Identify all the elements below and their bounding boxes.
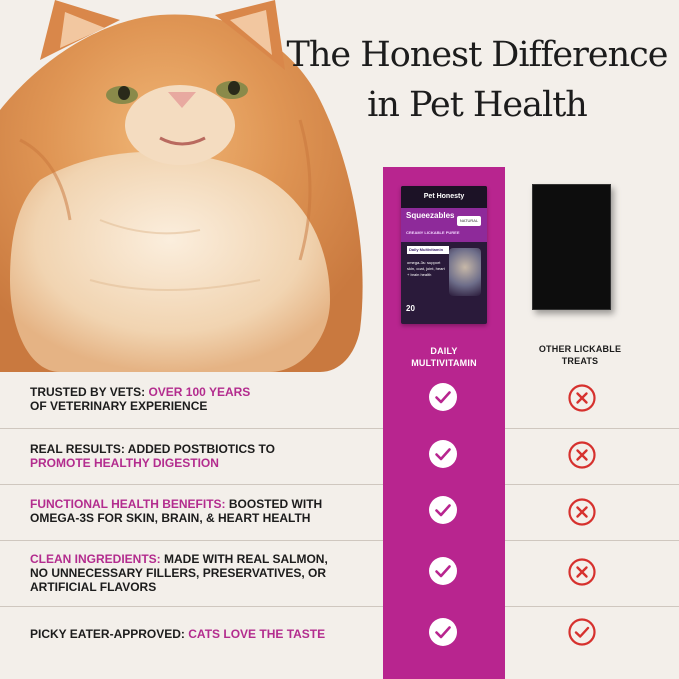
- row-2-text: REAL RESULTS: ADDED POSTBIOTICS TO PROMO…: [30, 442, 375, 470]
- row-divider: [0, 606, 383, 607]
- row-1-text: TRUSTED BY VETS: OVER 100 YEARS OF VETER…: [30, 385, 375, 413]
- row-4-text: CLEAN INGREDIENTS: MADE WITH REAL SALMON…: [30, 552, 330, 594]
- row-2-lead: REAL RESULTS: ADDED POSTBIOTICS TO: [30, 442, 275, 456]
- row-divider: [505, 428, 679, 429]
- row-1-tail: OF VETERINARY EXPERIENCE: [30, 399, 208, 413]
- row-divider: [505, 606, 679, 607]
- check-circle-icon: [428, 439, 458, 469]
- package-badge: NATURAL: [457, 216, 481, 226]
- other-column-label: OTHER LICKABLE TREATS: [520, 343, 640, 367]
- package-benefits: omega-3s: support skin, coat, joint, hea…: [407, 260, 445, 277]
- x-circle-icon: [567, 383, 597, 413]
- check-circle-icon: [428, 382, 458, 412]
- package-name: Squeezables: [406, 211, 455, 220]
- row-5-text: PICKY EATER-APPROVED: CATS LOVE THE TAST…: [30, 627, 375, 641]
- row-5-highlight: CATS LOVE THE TASTE: [188, 627, 326, 641]
- row-1-lead: TRUSTED BY VETS:: [30, 385, 149, 399]
- package-brand: Pet Honesty: [401, 186, 487, 208]
- row-1-highlight: OVER 100 YEARS: [148, 385, 251, 399]
- row-divider: [505, 540, 679, 541]
- page-heading: The Honest Difference in Pet Health: [282, 30, 672, 130]
- check-circle-icon: [428, 556, 458, 586]
- package-label: Daily Multivitamin: [407, 246, 449, 254]
- row-divider: [0, 540, 383, 541]
- package-cat-photo: [449, 248, 481, 296]
- brand-label-line-2: MULTIVITAMIN: [411, 358, 477, 368]
- cat-photo: [0, 0, 363, 372]
- check-circle-icon: [428, 495, 458, 525]
- other-treats-box: [532, 184, 611, 310]
- package-count: 20: [406, 304, 415, 313]
- row-3-text: FUNCTIONAL HEALTH BENEFITS: BOOSTED WITH…: [30, 497, 375, 525]
- row-divider: [0, 428, 383, 429]
- check-circle-outline-icon: [567, 617, 597, 647]
- other-label-line-1: OTHER LICKABLE: [538, 344, 622, 354]
- row-4-lead: MADE WITH REAL: [160, 552, 270, 566]
- row-divider: [505, 484, 679, 485]
- package-subtitle: CREAMY LICKABLE PUREE: [406, 230, 460, 235]
- row-divider: [0, 484, 383, 485]
- row-4-tail: SALMON, NO UNNECESSARY FILLERS, PRESERVA…: [30, 552, 328, 594]
- product-package: Pet Honesty Squeezables CREAMY LICKABLE …: [401, 186, 487, 324]
- row-2-highlight: PROMOTE HEALTHY DIGESTION: [30, 456, 219, 470]
- x-circle-icon: [567, 497, 597, 527]
- x-circle-icon: [567, 557, 597, 587]
- row-3-tail: OMEGA-3S FOR SKIN, BRAIN, & HEART HEALTH: [30, 511, 311, 525]
- brand-column-label: DAILY MULTIVITAMIN: [383, 345, 505, 369]
- brand-label-line-1: DAILY: [430, 346, 458, 356]
- heading-line-2: in Pet Health: [367, 85, 588, 125]
- row-3-highlight: FUNCTIONAL HEALTH BENEFITS:: [30, 497, 226, 511]
- other-label-line-2: TREATS: [561, 356, 599, 366]
- x-circle-icon: [567, 440, 597, 470]
- heading-line-1: The Honest Difference: [286, 35, 669, 75]
- row-4-highlight: CLEAN INGREDIENTS:: [30, 552, 161, 566]
- check-circle-icon: [428, 617, 458, 647]
- row-3-lead: BOOSTED WITH: [225, 497, 323, 511]
- row-5-lead: PICKY EATER-APPROVED:: [30, 627, 189, 641]
